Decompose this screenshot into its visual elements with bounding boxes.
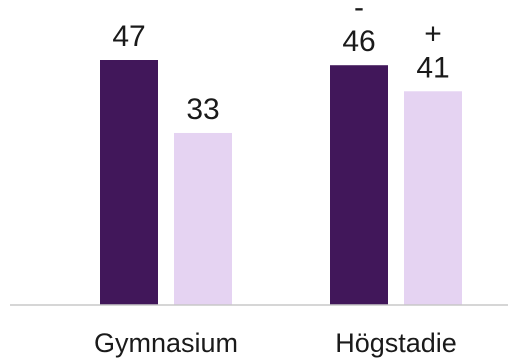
value-label-gymnasium-series-2: 33 [186,93,219,126]
change-markers-group: -+ [354,0,442,50]
x-tick-label-högstadie: Högstadie [335,328,457,358]
x-tick-label-gymnasium: Gymnasium [94,328,238,358]
bar-gymnasium-series-1 [100,60,158,305]
x-tick-labels-group: Gymnasium Högstadie [94,328,457,358]
value-label-gymnasium-series-1: 47 [112,20,145,53]
bar-högstadie-series-1 [330,65,388,305]
bar-högstadie-series-2 [404,91,462,305]
change-marker-högstadie-series-2: + [424,17,442,50]
value-label-högstadie-series-2: 41 [416,51,449,84]
value-label-högstadie-series-1: 46 [342,25,375,58]
value-labels-group: 47 33 46 41 [112,20,449,126]
change-marker-högstadie-series-1: - [354,0,364,24]
bar-gymnasium-series-2 [174,132,232,305]
bars-group [100,60,462,305]
